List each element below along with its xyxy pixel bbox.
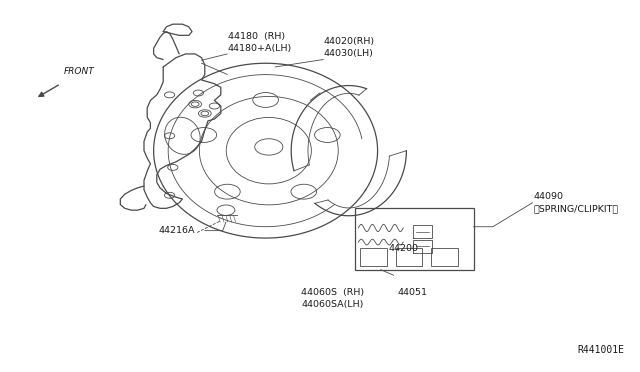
Text: 44216A: 44216A — [159, 226, 195, 235]
Bar — [355, 208, 474, 270]
Text: 44051: 44051 — [398, 288, 428, 297]
Text: 44200: 44200 — [388, 244, 418, 253]
Text: 44180  (RH)
44180+A(LH): 44180 (RH) 44180+A(LH) — [228, 32, 292, 53]
Text: FRONT: FRONT — [64, 67, 95, 76]
Bar — [360, 248, 387, 266]
Text: 44060S  (RH)
44060SA(LH): 44060S (RH) 44060SA(LH) — [301, 288, 364, 309]
Text: R441001E: R441001E — [577, 345, 624, 355]
Text: 44090
〈SPRING/CLIPKIT〉: 44090 〈SPRING/CLIPKIT〉 — [533, 192, 618, 213]
Bar — [396, 248, 422, 266]
Bar — [431, 248, 458, 266]
Text: 44020(RH)
44030(LH): 44020(RH) 44030(LH) — [324, 37, 375, 58]
